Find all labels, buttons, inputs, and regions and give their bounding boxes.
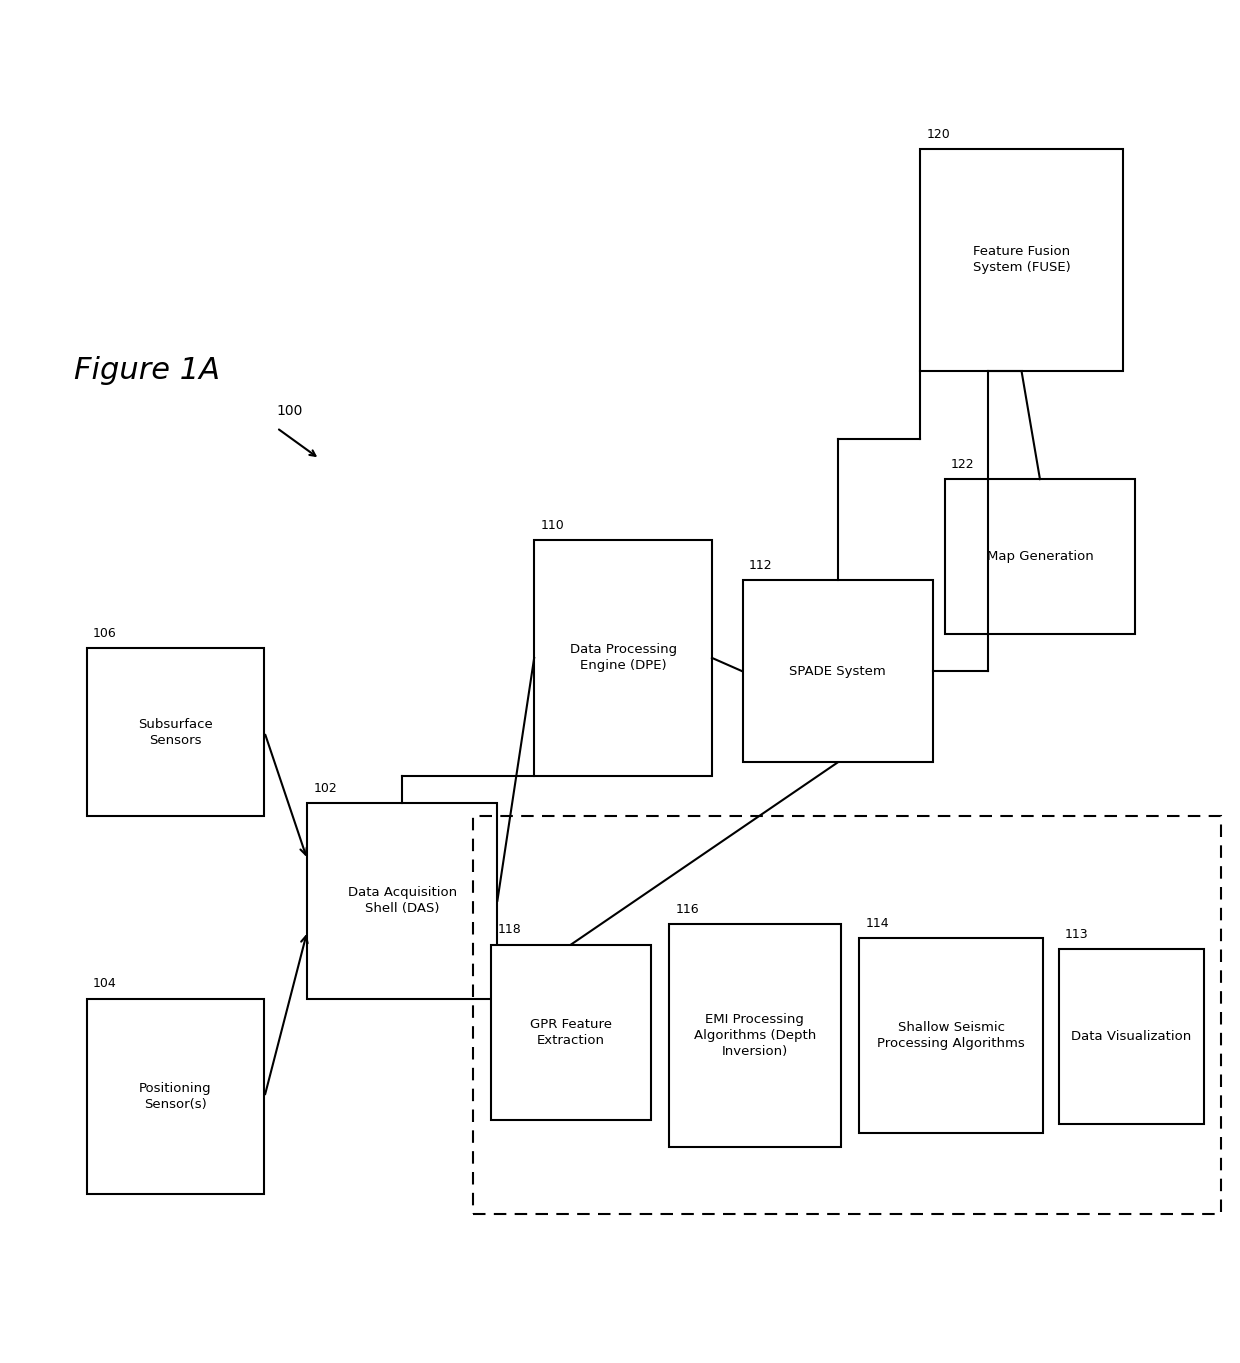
Text: 112: 112 — [749, 559, 773, 572]
Text: Map Generation: Map Generation — [987, 551, 1094, 563]
Text: 110: 110 — [541, 519, 564, 532]
Text: Shallow Seismic
Processing Algorithms: Shallow Seismic Processing Algorithms — [877, 1021, 1025, 1050]
Text: 122: 122 — [951, 458, 975, 472]
Text: 116: 116 — [675, 904, 699, 916]
Text: 104: 104 — [93, 977, 117, 991]
Text: Subsurface
Sensors: Subsurface Sensors — [138, 717, 213, 747]
Bar — [534, 540, 712, 776]
Text: 102: 102 — [314, 782, 337, 795]
Text: 114: 114 — [866, 917, 889, 930]
Text: GPR Feature
Extraction: GPR Feature Extraction — [529, 1018, 613, 1047]
Text: 118: 118 — [497, 924, 521, 936]
Text: 113: 113 — [1065, 928, 1089, 940]
Bar — [87, 999, 264, 1194]
Text: Data Processing
Engine (DPE): Data Processing Engine (DPE) — [569, 643, 677, 672]
Text: Feature Fusion
System (FUSE): Feature Fusion System (FUSE) — [972, 245, 1070, 274]
Text: Data Acquisition
Shell (DAS): Data Acquisition Shell (DAS) — [347, 886, 456, 915]
Bar — [945, 480, 1135, 634]
Text: Positioning
Sensor(s): Positioning Sensor(s) — [139, 1082, 212, 1111]
Bar — [670, 924, 841, 1146]
Text: 100: 100 — [277, 405, 303, 418]
Bar — [1059, 949, 1204, 1124]
Text: 120: 120 — [926, 128, 950, 140]
Bar — [859, 938, 1043, 1134]
Bar — [491, 945, 651, 1120]
Text: Data Visualization: Data Visualization — [1071, 1030, 1192, 1043]
Text: EMI Processing
Algorithms (Depth
Inversion): EMI Processing Algorithms (Depth Inversi… — [693, 1013, 816, 1058]
Bar — [743, 581, 932, 762]
Bar — [472, 816, 1221, 1214]
Bar — [87, 647, 264, 816]
Text: SPADE System: SPADE System — [789, 665, 887, 677]
Text: 106: 106 — [93, 627, 117, 639]
Bar — [308, 803, 497, 999]
Bar — [920, 149, 1122, 371]
Text: Figure 1A: Figure 1A — [74, 356, 221, 384]
